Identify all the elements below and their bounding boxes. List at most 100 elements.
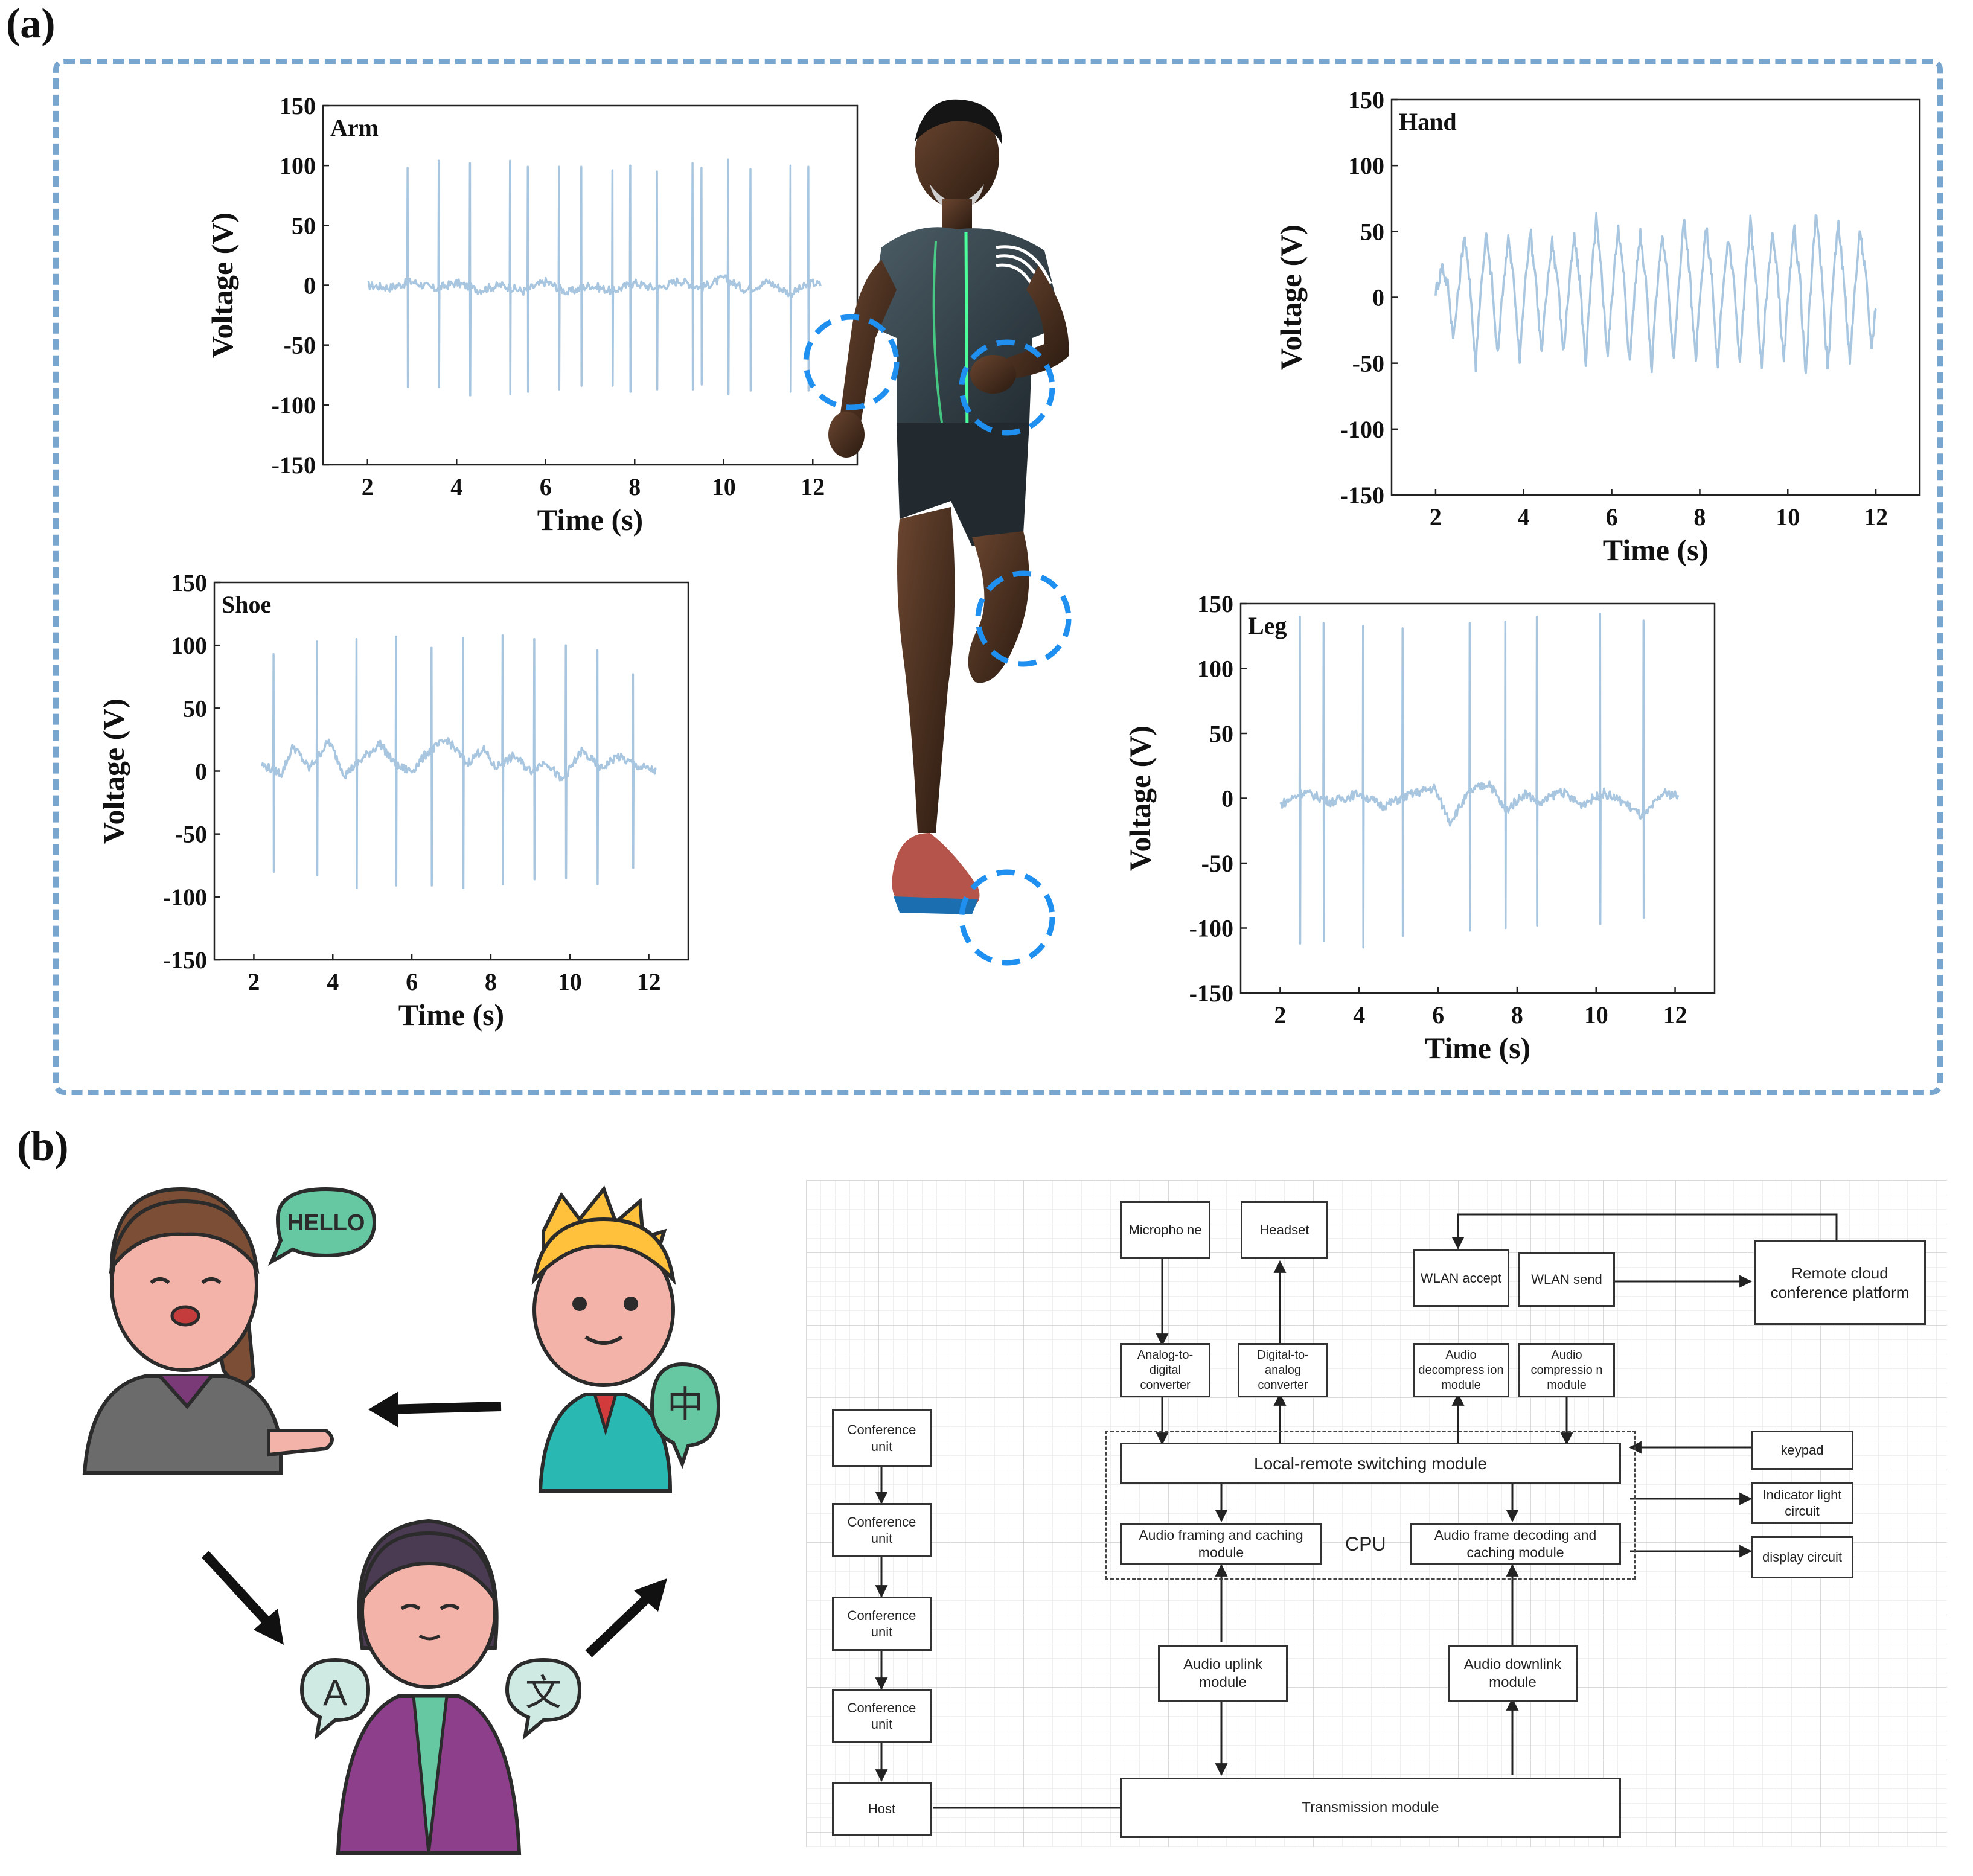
flow-arrows bbox=[202, 1391, 667, 1657]
x-tick-label: 6 bbox=[1606, 503, 1618, 531]
x-tick-label: 6 bbox=[540, 473, 552, 500]
y-tick-label: -100 bbox=[272, 392, 316, 419]
y-tick-label: -100 bbox=[1340, 416, 1384, 443]
y-tick-label: 0 bbox=[304, 272, 316, 299]
microphone-box: Micropho ne bbox=[1120, 1201, 1210, 1259]
x-axis-label: Time (s) bbox=[398, 998, 504, 1032]
y-axis-label: Voltage (V) bbox=[1274, 225, 1308, 370]
dac-box: Digital-to-analog converter bbox=[1238, 1343, 1328, 1397]
translation-illustration: HELLO 中 A 文 bbox=[82, 1185, 721, 1855]
wlan-accept-box: WLAN accept bbox=[1413, 1249, 1509, 1307]
conference-unit-3-box: Conference unit bbox=[832, 1597, 932, 1651]
x-tick-label: 2 bbox=[1430, 503, 1442, 531]
hello-bubble-text: HELLO bbox=[287, 1210, 365, 1236]
x-tick-label: 12 bbox=[1663, 1001, 1687, 1029]
y-tick-label: -150 bbox=[163, 946, 207, 974]
y-tick-label: 100 bbox=[171, 632, 207, 659]
a-bubble-text: A bbox=[323, 1673, 347, 1713]
x-tick-label: 4 bbox=[1518, 503, 1530, 531]
local-remote-switching-box: Local-remote switching module bbox=[1120, 1443, 1621, 1484]
x-tick-label: 12 bbox=[637, 968, 661, 995]
x-tick-label: 4 bbox=[1353, 1001, 1365, 1029]
y-tick-label: 100 bbox=[1348, 152, 1384, 179]
audio-downlink-box: Audio downlink module bbox=[1448, 1645, 1578, 1702]
x-tick-label: 8 bbox=[485, 968, 497, 995]
plot-title: Arm bbox=[330, 114, 379, 141]
conference-unit-2-box: Conference unit bbox=[832, 1503, 932, 1557]
y-axis-label: Voltage (V) bbox=[1123, 726, 1157, 871]
y-tick-label: 150 bbox=[1348, 86, 1384, 113]
y-tick-label: 0 bbox=[195, 758, 207, 785]
arm-chart: 150 100 50 0 -50 -100 -150 2 4 6 8 10 12 Time (s) Volt… bbox=[193, 91, 869, 552]
arrow-down-right bbox=[202, 1551, 275, 1630]
arrow-up-right bbox=[585, 1590, 656, 1657]
x-tick-label: 2 bbox=[362, 473, 374, 500]
diagram-grid-background bbox=[806, 1180, 1947, 1847]
y-tick-label: 100 bbox=[280, 152, 316, 179]
signal-line bbox=[260, 634, 657, 890]
conference-unit-1-box: Conference unit bbox=[832, 1409, 932, 1467]
x-tick-label: 10 bbox=[712, 473, 736, 500]
x-tick-label: 2 bbox=[1274, 1001, 1286, 1029]
hand-chart: 150 100 50 0 -50 -100 -150 2 4 6 8 10 12 Time (s) Volt… bbox=[1262, 85, 1932, 582]
x-tick-label: 12 bbox=[801, 473, 825, 500]
x-tick-label: 10 bbox=[1584, 1001, 1608, 1029]
y-tick-label: 0 bbox=[1221, 785, 1233, 812]
hand-sensor-marker bbox=[959, 339, 1055, 436]
x-axis-label: Time (s) bbox=[1425, 1031, 1530, 1065]
cpu-frame bbox=[1105, 1431, 1636, 1580]
signal-line bbox=[1434, 212, 1877, 374]
y-tick-label: 150 bbox=[171, 569, 207, 596]
man-listener-icon: 中 bbox=[531, 1185, 721, 1493]
x-tick-label: 6 bbox=[406, 968, 418, 995]
x-tick-label: 10 bbox=[558, 968, 582, 995]
y-axis-label: Voltage (V) bbox=[97, 698, 130, 844]
arm-sensor-marker bbox=[803, 314, 900, 410]
audio-compress-box: Audio compressio n module bbox=[1518, 1343, 1615, 1397]
y-tick-label: -150 bbox=[272, 451, 316, 479]
signal-line bbox=[1279, 613, 1680, 949]
y-tick-label: 50 bbox=[292, 212, 316, 239]
panel-label-b: (b) bbox=[17, 1123, 69, 1170]
x-tick-label: 10 bbox=[1776, 503, 1800, 531]
leg-chart: 150 100 50 0 -50 -100 -150 2 4 6 8 10 12 Time (s) Volt… bbox=[1111, 589, 1727, 1080]
runner-figure bbox=[803, 99, 1072, 966]
y-tick-label: 50 bbox=[1360, 218, 1384, 245]
y-tick-label: 0 bbox=[1372, 284, 1384, 311]
indicator-light-box: Indicator light circuit bbox=[1751, 1482, 1853, 1524]
keypad-box: keypad bbox=[1751, 1431, 1853, 1470]
y-tick-label: -50 bbox=[284, 332, 316, 359]
x-tick-label: 8 bbox=[1511, 1001, 1523, 1029]
conference-unit-4-box: Conference unit bbox=[832, 1689, 932, 1743]
x-tick-label: 2 bbox=[248, 968, 260, 995]
panel-a-frame bbox=[53, 59, 1943, 1095]
y-tick-label: -150 bbox=[1189, 980, 1233, 1007]
shoe-chart: 150 100 50 0 -50 -100 -150 2 4 6 8 10 12 Time (s) Volt… bbox=[85, 567, 700, 1047]
remote-cloud-box: Remote cloud conference platform bbox=[1754, 1240, 1926, 1325]
host-box: Host bbox=[832, 1782, 932, 1836]
audio-framing-box: Audio framing and caching module bbox=[1120, 1523, 1322, 1565]
arrow-left bbox=[386, 1402, 502, 1414]
transmission-box: Transmission module bbox=[1120, 1778, 1621, 1838]
plot-title: Hand bbox=[1399, 108, 1457, 135]
woman-translator-icon: A 文 bbox=[299, 1519, 582, 1855]
y-tick-label: 150 bbox=[1197, 590, 1233, 617]
headset-box: Headset bbox=[1241, 1201, 1328, 1259]
x-axis-label: Time (s) bbox=[537, 503, 643, 537]
x-tick-label: 12 bbox=[1864, 503, 1888, 531]
y-tick-label: 50 bbox=[183, 695, 207, 722]
y-tick-label: 100 bbox=[1197, 656, 1233, 683]
y-tick-label: -50 bbox=[1201, 850, 1233, 877]
panel-label-a: (a) bbox=[6, 1, 56, 47]
zhong-bubble-text: 中 bbox=[667, 1384, 703, 1426]
leg-sensor-marker bbox=[975, 570, 1072, 667]
audio-decoding-box: Audio frame decoding and caching module bbox=[1410, 1523, 1621, 1565]
audio-decompress-box: Audio decompress ion module bbox=[1413, 1343, 1509, 1397]
x-tick-label: 8 bbox=[628, 473, 641, 500]
cpu-label: CPU bbox=[1345, 1533, 1386, 1555]
y-tick-label: -150 bbox=[1340, 482, 1384, 509]
y-tick-label: -50 bbox=[175, 821, 207, 848]
y-tick-label: 150 bbox=[280, 92, 316, 120]
y-tick-label: -100 bbox=[1189, 915, 1233, 942]
